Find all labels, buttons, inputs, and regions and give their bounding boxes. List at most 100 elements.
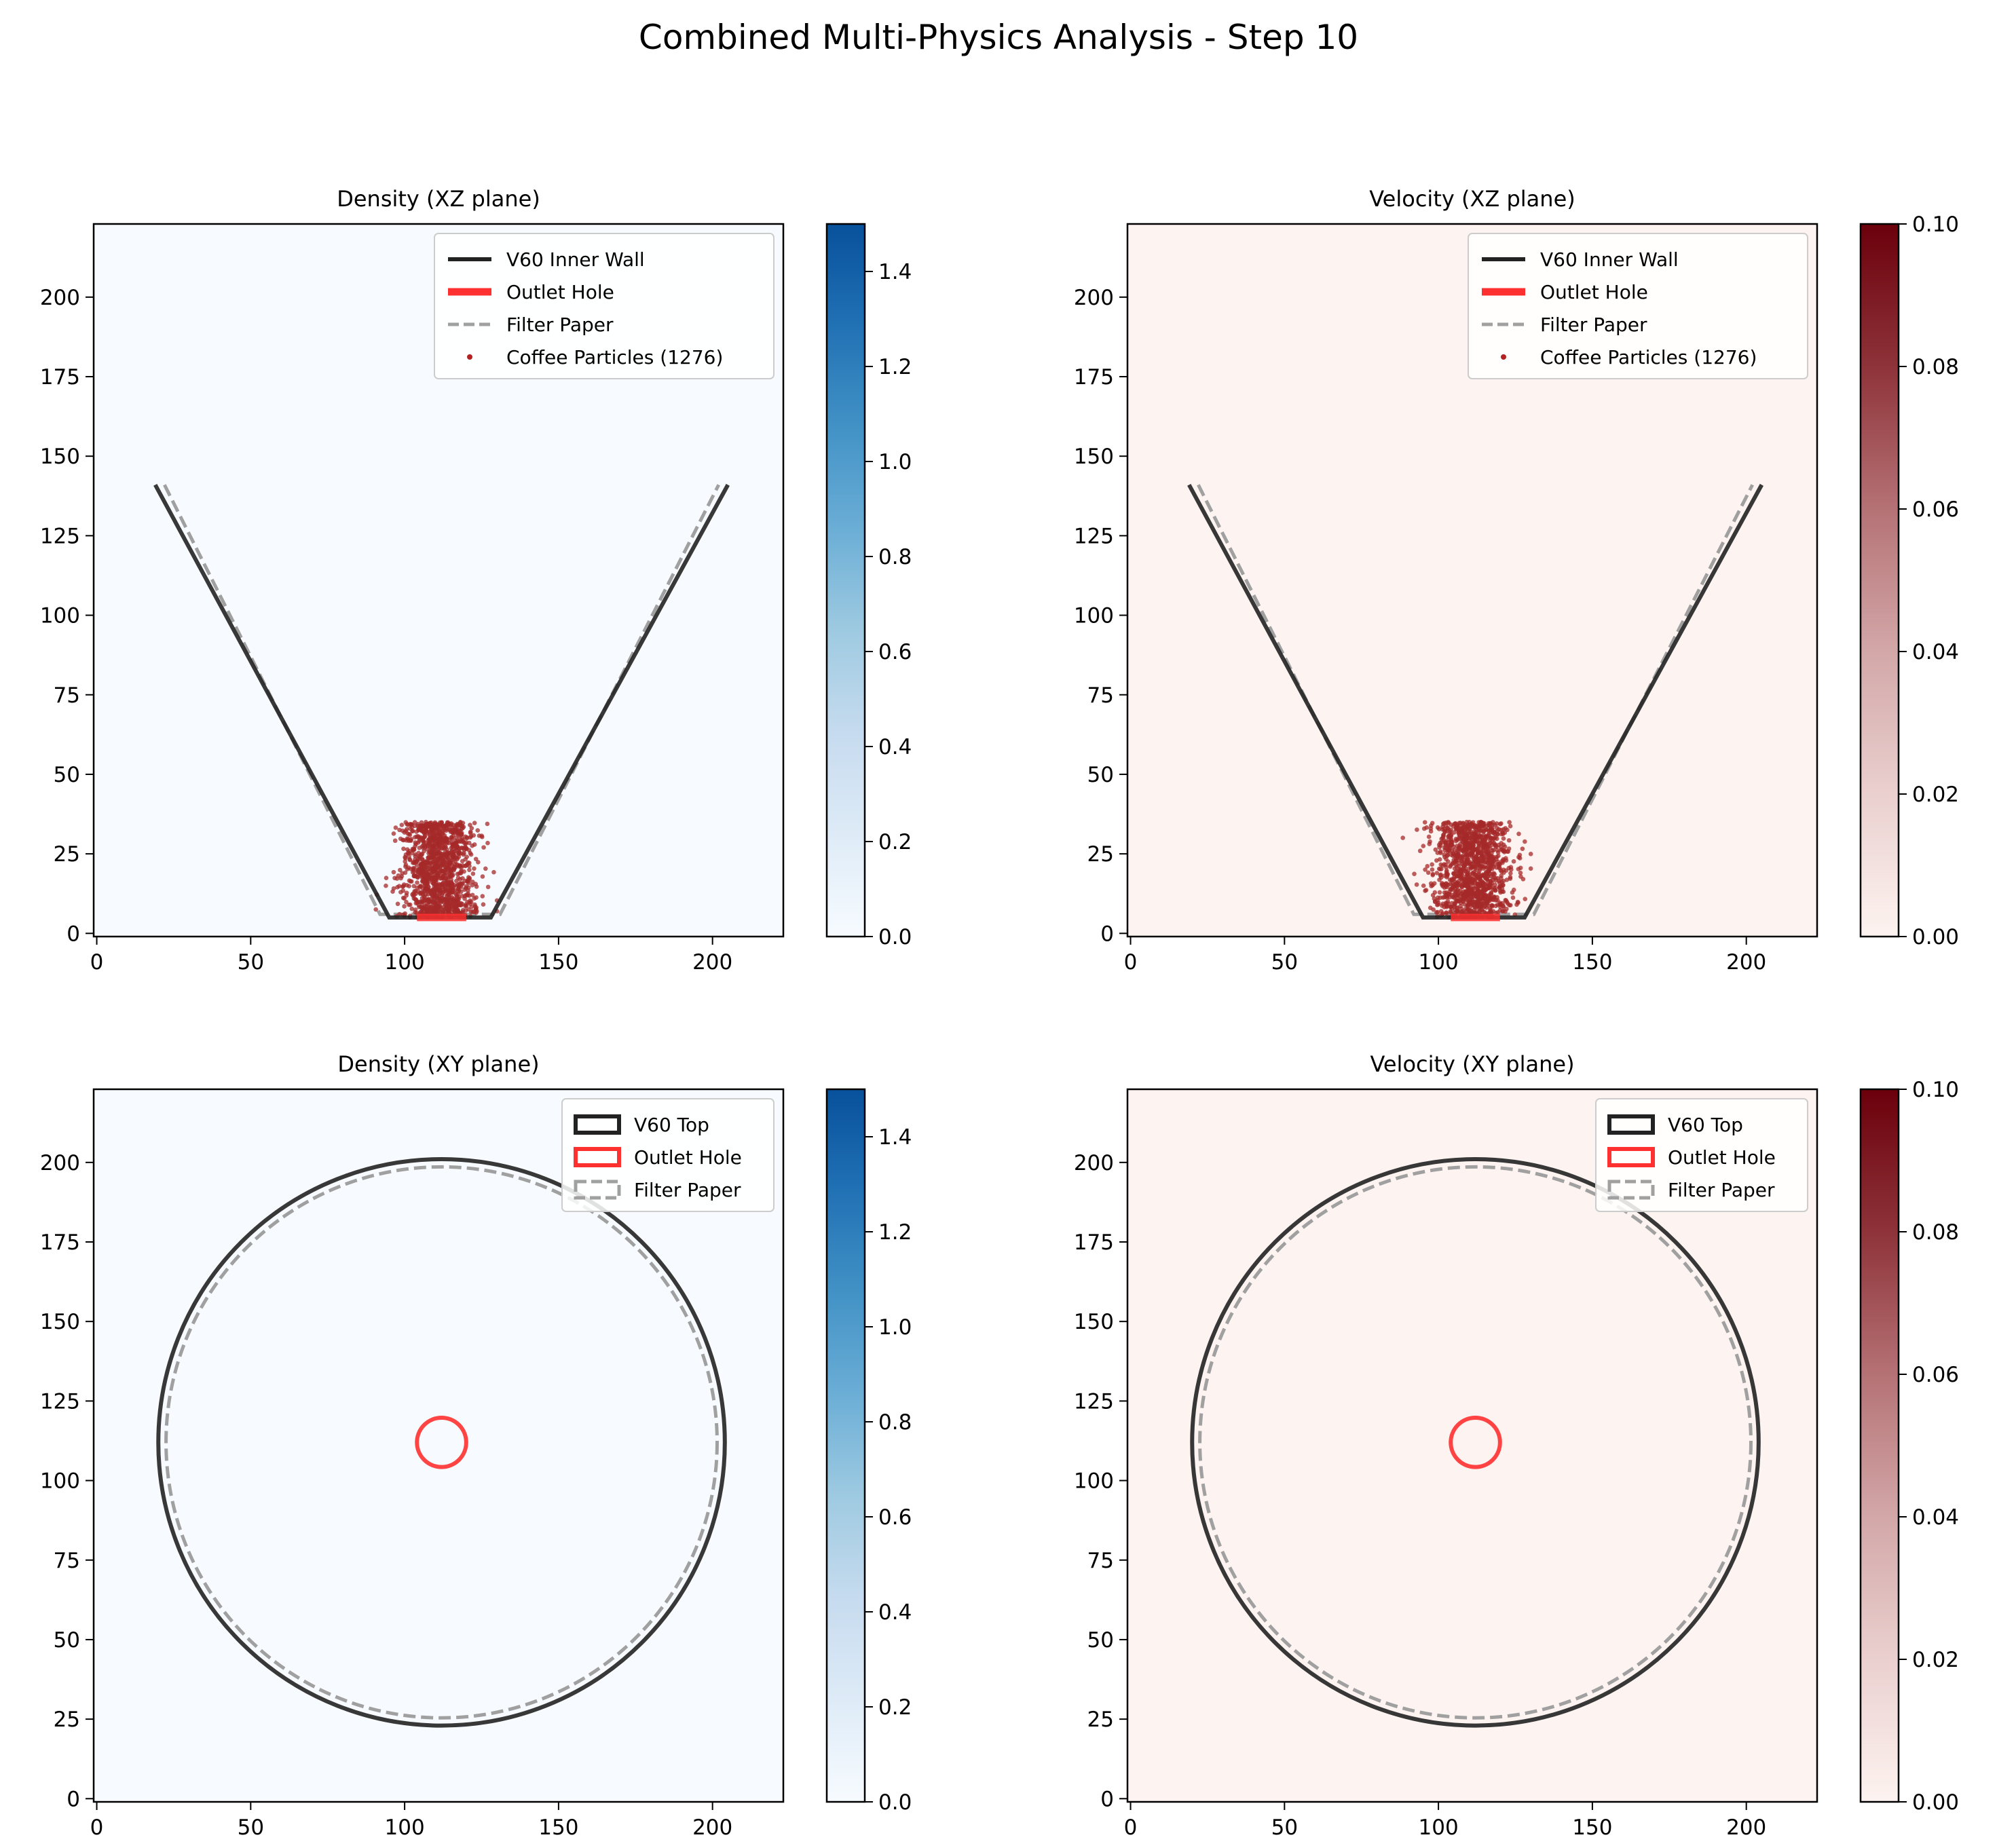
coffee-particle [1460,853,1466,859]
coffee-particle [438,875,444,881]
coffee-particle [1484,827,1489,832]
coffee-particle [1463,835,1469,840]
coffee-particle [1438,849,1443,854]
y-tick-label: 50 [1087,1628,1114,1653]
coffee-particle [1523,839,1527,844]
coffee-particle [1493,882,1497,887]
coffee-particle [1472,833,1478,838]
figure-title: Combined Multi-Physics Analysis - Step 1… [639,18,1358,57]
plot-area [1190,1157,1761,1728]
coffee-particle [1453,836,1459,842]
coffee-particle [1440,827,1445,832]
coffee-particle [1437,845,1442,850]
coffee-particle [428,854,433,860]
coffee-particle [442,855,447,860]
coffee-particle [468,823,472,827]
y-tick-label: 150 [40,445,80,469]
coffee-particle [1476,882,1480,887]
coffee-particle [1511,859,1516,864]
coffee-particle [408,826,413,831]
coffee-particle [1496,878,1501,884]
coffee-particle [1518,865,1523,871]
legend-label: Filter Paper [1540,314,1647,336]
y-tick-label: 75 [54,1549,80,1573]
coffee-particle [441,824,446,829]
coffee-particle [420,905,425,910]
coffee-particle [1464,859,1470,864]
coffee-particle [398,875,403,881]
coffee-particle [1446,840,1451,845]
coffee-particle [1459,829,1464,834]
coffee-particle [431,825,436,830]
coffee-particle [430,850,436,856]
coffee-particle [1494,844,1499,849]
panel-title: Density (XY plane) [337,1051,539,1077]
coffee-particle [412,823,417,829]
coffee-particle [1430,873,1436,878]
coffee-particle [1474,873,1479,879]
y-tick-label: 200 [40,286,80,310]
outlet-hole-circle [1449,1416,1502,1469]
coffee-particle [458,877,463,882]
coffee-particle [415,869,420,874]
colorbar [825,1088,866,1803]
coffee-particle [1475,886,1480,892]
coffee-particle [1461,840,1466,845]
panel-density-xz: Density (XZ plane) 0 50 100 150 200 0 25 50 75 100… [40,186,912,975]
legend-label: Outlet Hole [1540,281,1648,303]
coffee-particle [1494,821,1499,826]
coffee-particle [448,868,453,873]
coffee-particle [406,865,411,870]
coffee-particle [400,828,405,833]
coffee-particle [1505,901,1510,906]
coffee-particle [407,857,413,863]
coffee-particle [491,869,496,875]
coffee-particle [460,845,464,850]
coffee-particle [446,892,451,897]
colorbar-tick-label: 1.2 [878,355,912,379]
x-tick-label: 200 [1726,1815,1766,1840]
coffee-particle [1452,866,1457,871]
x-tick-label: 0 [90,1815,104,1840]
coffee-particle [1440,911,1445,916]
colorbar-tick-label: 0.02 [1912,782,1959,807]
coffee-particle [424,868,428,873]
coffee-particle [1491,840,1497,846]
legend: V60 Top Outlet Hole Filter Paper [1595,1098,1808,1212]
coffee-particle [419,865,424,871]
coffee-particle [464,854,470,859]
plot-area [153,483,730,922]
coffee-particle [1491,836,1496,841]
coffee-particle [1448,886,1453,892]
coffee-particle [468,835,473,840]
x-tick-label: 200 [1726,950,1766,975]
coffee-particle [431,899,436,905]
coffee-particle [422,845,428,850]
coffee-particle [475,828,481,833]
x-tick-label: 200 [692,950,732,975]
coffee-particle [393,825,398,830]
coffee-particle [441,862,447,867]
coffee-particle [438,833,443,839]
legend: V60 Inner Wall Outlet Hole Filter Paper Cof… [434,233,774,379]
coffee-particle [1427,839,1432,844]
x-tick-label: 0 [90,950,104,975]
coffee-particle [1484,899,1489,903]
coffee-particle [475,860,481,865]
coffee-particle [433,860,438,865]
coffee-particle [407,884,411,888]
y-tick-label: 25 [54,1708,80,1732]
y-tick-label: 175 [1074,365,1114,390]
y-tick-label: 25 [54,842,80,867]
coffee-particle [1469,895,1474,901]
coffee-particle [447,910,451,916]
coffee-particle [1461,821,1466,826]
coffee-particle [1462,863,1467,868]
coffee-particle [1482,840,1487,845]
coffee-particle [1502,848,1508,854]
coffee-particle [1400,835,1405,840]
coffee-particle [404,890,409,896]
coffee-particle [428,844,433,849]
coffee-particle [455,882,461,888]
